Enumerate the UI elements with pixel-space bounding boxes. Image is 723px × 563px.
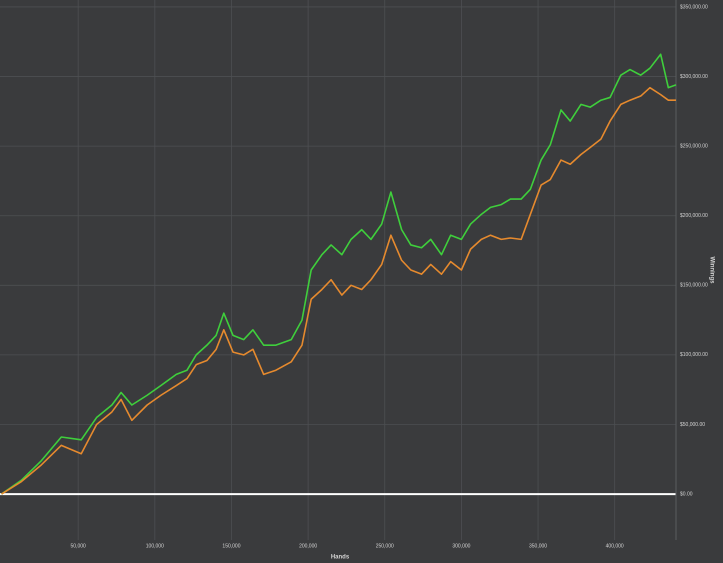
x-tick-label: 400,000 [606,543,624,549]
y-tick-label: $50,000.00 [680,422,705,428]
y-tick-label: $100,000.00 [680,352,708,358]
x-tick-label: 250,000 [376,543,394,549]
y-axis-title: Winnings [708,257,714,285]
y-tick-label: $350,000.00 [680,4,708,10]
y-tick-label: $250,000.00 [680,143,708,149]
x-tick-label: 350,000 [529,543,547,549]
y-tick-label: $150,000.00 [680,283,708,289]
series-line [1,53,677,495]
x-tick-label: 200,000 [299,543,317,549]
y-tick-label: $200,000.00 [680,213,708,219]
x-axis-title: Hands [331,555,350,561]
y-tick-label: $300,000.00 [680,74,708,80]
x-tick-label: 50,000 [71,543,87,549]
series-line [1,86,676,495]
x-tick-label: 100,000 [146,543,164,549]
y-tick-label: $0.00 [680,491,693,497]
x-tick-label: 150,000 [222,543,240,549]
x-tick-label: 300,000 [452,543,470,549]
